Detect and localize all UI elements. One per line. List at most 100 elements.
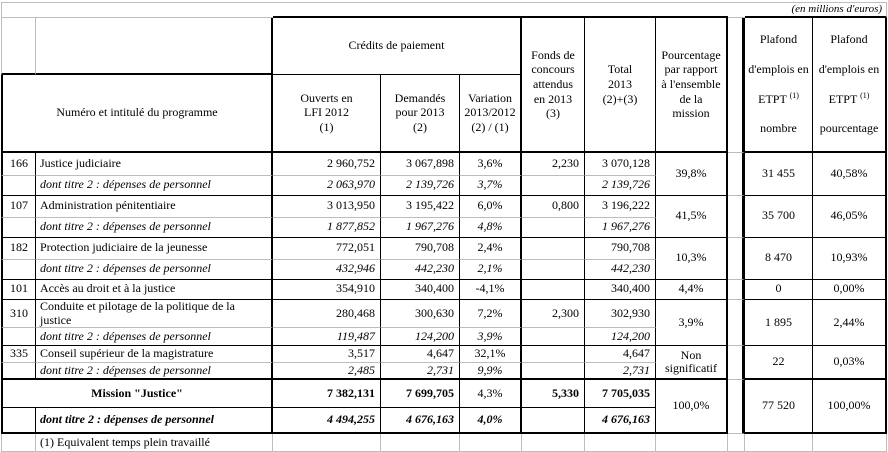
num-cell: 182	[1, 237, 36, 260]
gap-cell	[728, 195, 745, 238]
etpt-nombre-cell: 8 470	[745, 237, 813, 280]
fonds-cell	[522, 175, 585, 196]
plafond-line1: Plafond	[830, 32, 868, 47]
etpt-nombre-cell: 35 700	[745, 195, 813, 238]
gap-cell	[728, 299, 745, 347]
total-cell: 340,400	[585, 279, 656, 300]
variation-cell: 4,0%	[460, 408, 522, 435]
row-program-166: 166 Justice judiciaire 2 960,752 3 067,8…	[1, 152, 888, 196]
pct-cell: 39,8%	[656, 152, 728, 196]
empty-cell	[273, 434, 381, 452]
variation-cell: -4,1%	[460, 279, 522, 300]
ouverts-cell: 2,485	[273, 363, 381, 381]
fonds-cell	[522, 217, 585, 238]
ouverts-cell: 3,517	[273, 346, 381, 364]
etpt-pct-cell: 0,00%	[813, 279, 888, 300]
demandes-cell: 124,200	[381, 328, 460, 347]
unit-note: (en millions d'euros)	[745, 2, 888, 18]
etpt-footnote-ref: (1)	[860, 90, 870, 100]
name-cell: Accès au droit et à la justice	[36, 279, 273, 300]
row-program-101: 101 Accès au droit et à la justice 354,9…	[1, 279, 888, 300]
unit-note-row: (en millions d'euros)	[1, 2, 888, 18]
gap-cell	[728, 279, 745, 300]
row-dont-166: dont titre 2 : dépenses de personnel 2 0…	[1, 175, 887, 196]
ouverts-cell: 1 877,852	[273, 217, 381, 238]
gap-cell	[728, 152, 745, 196]
empty-cell	[522, 434, 585, 452]
fonds-cell	[522, 363, 585, 381]
fonds-cell	[522, 237, 585, 260]
num-cell: 335	[1, 346, 36, 364]
row-program-182: 182 Protection judiciaire de la jeunesse…	[1, 237, 888, 280]
fonds-cell: 0,800	[522, 195, 585, 218]
total-cell: 2 139,726	[585, 175, 656, 196]
num-cell	[1, 434, 36, 452]
name-cell: Protection judiciaire de la jeunesse	[36, 237, 273, 260]
row-program-310: 310 Conduite et pilotage de la politique…	[1, 299, 888, 347]
etpt-pct-cell: 2,44%	[813, 299, 888, 347]
header-plafond-nombre: Plafond d'emplois en ETPT (1) nombre	[745, 17, 813, 153]
etpt-nombre-cell: 22	[745, 346, 813, 381]
variation-cell: 32,1%	[460, 346, 522, 364]
name-cell: Justice judiciaire	[36, 152, 273, 176]
total-cell: 3 070,128	[585, 152, 656, 176]
header-program: Numéro et intitulé du programme	[1, 74, 273, 153]
fonds-cell	[522, 279, 585, 300]
empty-cell	[585, 434, 656, 452]
fonds-cell	[522, 346, 585, 364]
demandes-cell: 3 195,422	[381, 195, 460, 218]
num-cell	[1, 259, 36, 280]
demandes-cell: 4,647	[381, 346, 460, 364]
fonds-cell: 5,330	[522, 380, 585, 409]
demandes-cell: 1 967,276	[381, 217, 460, 238]
ouverts-cell: 3 013,950	[273, 195, 381, 218]
header-row-1: Crédits de paiement Fonds de concours at…	[1, 17, 888, 153]
plafond-line1: Plafond	[759, 32, 798, 47]
variation-cell: 4,8%	[460, 217, 522, 238]
total-cell: 790,708	[585, 237, 656, 260]
total-cell: 4,647	[585, 346, 656, 364]
fonds-cell	[522, 259, 585, 280]
variation-cell: 3,7%	[460, 175, 522, 196]
fonds-cell: 2,300	[522, 299, 585, 329]
ouverts-cell: 432,946	[273, 259, 381, 280]
footnote-cell: (1) Equivalent temps plein travaillé	[36, 434, 273, 452]
etpt-nombre-cell: 1 895	[745, 299, 813, 347]
row-program-107: 107 Administration pénitentiaire 3 013,9…	[1, 195, 888, 238]
plafond-nombre-label: nombre	[760, 121, 797, 136]
name-cell: dont titre 2 : dépenses de personnel	[36, 328, 273, 347]
total-cell: 302,930	[585, 299, 656, 329]
name-cell: Conduite et pilotage de la politique de …	[36, 299, 273, 329]
num-cell: 101	[1, 279, 36, 300]
name-cell: Administration pénitentiaire	[36, 195, 273, 218]
ouverts-cell: 772,051	[273, 237, 381, 260]
mission-label-cell: Mission "Justice"	[1, 380, 273, 409]
ouverts-cell: 2 063,970	[273, 175, 381, 196]
fonds-cell	[522, 408, 585, 435]
empty-cell	[745, 434, 813, 452]
row-dont-310: dont titre 2 : dépenses de personnel 119…	[1, 328, 887, 347]
header-variation: Variation 2013/2012 (2) / (1)	[460, 74, 522, 153]
variation-cell: 3,6%	[460, 152, 522, 176]
variation-cell: 2,1%	[460, 259, 522, 280]
header-pourcentage-mission: Pourcentage par rapport à l'ensemble de …	[656, 17, 728, 153]
strip-gap	[728, 2, 745, 18]
variation-cell: 9,9%	[460, 363, 522, 381]
header-credits-de-paiement: Crédits de paiement	[273, 17, 522, 75]
ouverts-cell: 119,487	[273, 328, 381, 347]
empty-cell	[381, 434, 460, 452]
pct-cell: 100,0%	[656, 380, 728, 435]
num-cell	[1, 363, 36, 381]
variation-cell: 4,3%	[460, 380, 522, 409]
num-cell	[1, 217, 36, 238]
variation-cell: 7,2%	[460, 299, 522, 329]
demandes-cell: 2 139,726	[381, 175, 460, 196]
etpt-pct-cell: 0,03%	[813, 346, 888, 381]
pct-cell: 3,9%	[656, 299, 728, 347]
etpt-footnote-ref: (1)	[789, 90, 799, 100]
name-cell: Conseil supérieur de la magistrature	[36, 346, 273, 364]
ouverts-cell: 280,468	[273, 299, 381, 329]
etpt-pct-cell: 46,05%	[813, 195, 888, 238]
num-cell	[1, 175, 36, 196]
